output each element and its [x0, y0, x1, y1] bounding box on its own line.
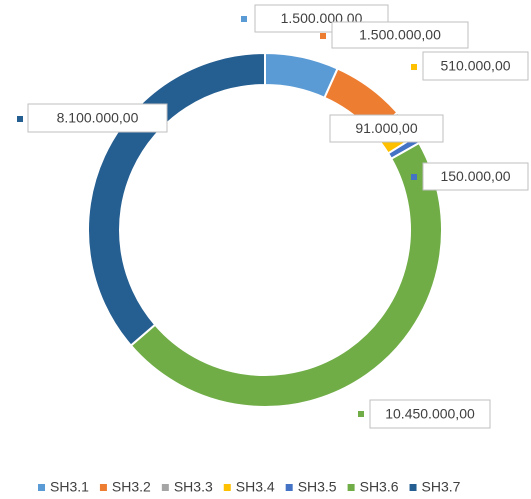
legend-label: SH3.2 [112, 479, 151, 495]
data-label: 150.000,00 [440, 168, 510, 184]
legend-label: SH3.6 [360, 479, 399, 495]
label-box [27, 103, 168, 133]
label-marker [241, 16, 247, 22]
donut-segment [87, 51, 266, 347]
legend-swatch [38, 484, 45, 491]
label-marker [358, 411, 364, 417]
donut-segment [129, 141, 443, 408]
legend-label: SH3.5 [298, 479, 337, 495]
data-label: 510.000,00 [440, 58, 510, 74]
label-marker [411, 174, 417, 180]
label-box [369, 399, 491, 429]
data-label: 8.100.000,00 [57, 110, 139, 126]
label-marker [411, 64, 417, 70]
legend-swatch [161, 484, 169, 491]
label-box [422, 162, 529, 191]
legend-swatch [99, 484, 107, 491]
legend-swatch [347, 484, 355, 491]
label-box [329, 114, 444, 143]
legend-label: SH3.3 [174, 479, 213, 495]
label-box [331, 21, 469, 49]
label-box [422, 51, 529, 81]
label-marker [17, 116, 23, 122]
legend-label: SH3.4 [236, 479, 275, 495]
data-label: 91.000,00 [355, 120, 417, 136]
legend-label: SH3.1 [50, 479, 89, 495]
data-label: 10.450.000,00 [385, 406, 475, 422]
legend-swatch [223, 484, 231, 491]
data-label: 1.500.000,00 [359, 27, 441, 43]
label-marker [320, 33, 326, 39]
legend-label: SH3.7 [422, 479, 461, 495]
legend-swatch [409, 484, 417, 491]
legend-swatch [285, 484, 293, 491]
